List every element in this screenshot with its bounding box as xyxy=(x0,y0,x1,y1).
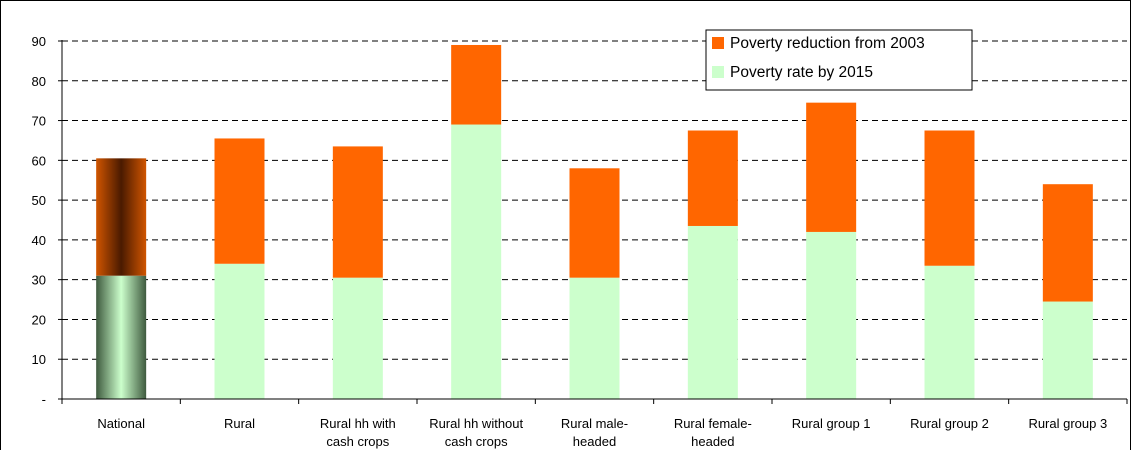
x-tick-label: National xyxy=(97,416,145,431)
x-tick-label: Rural group 3 xyxy=(1028,416,1107,431)
x-tick-label: cash crops xyxy=(326,434,389,449)
bar-poverty-reduction xyxy=(924,130,975,266)
x-tick-label: Rural group 2 xyxy=(910,416,989,431)
y-tick-label: 40 xyxy=(32,233,46,248)
x-tick-label: Rural female- xyxy=(674,416,752,431)
y-tick-label: 90 xyxy=(32,34,46,49)
x-tick-label: Rural xyxy=(224,416,255,431)
axes xyxy=(58,40,1128,404)
bars xyxy=(96,44,1093,400)
chart-border-left xyxy=(0,0,1,450)
legend-label-rate: Poverty rate by 2015 xyxy=(730,64,873,81)
y-tick-label: 50 xyxy=(32,193,46,208)
y-tick-label: 10 xyxy=(32,352,46,367)
x-tick-labels: National Rural Rural hh with cash crops Rura… xyxy=(97,416,1107,449)
bar-poverty-rate xyxy=(214,263,265,399)
y-tick-label: 70 xyxy=(32,114,46,129)
y-tick-label: 80 xyxy=(32,74,46,89)
x-tick-label: headed xyxy=(691,434,734,449)
legend-swatch-rate xyxy=(712,66,724,78)
y-tick-label: 60 xyxy=(32,153,46,168)
y-tick-label: 30 xyxy=(32,273,46,288)
x-tick-label: Rural male- xyxy=(561,416,628,431)
bar-poverty-rate xyxy=(96,275,147,399)
x-tick-label: Rural group 1 xyxy=(792,416,871,431)
bar-poverty-reduction xyxy=(1042,184,1093,302)
bar-poverty-reduction xyxy=(332,146,383,278)
y-tick-label: 20 xyxy=(32,312,46,327)
y-tick-labels: - 10 20 30 40 50 60 70 80 90 xyxy=(32,34,46,407)
legend: Poverty reduction from 2003 Poverty rate… xyxy=(705,29,973,91)
bar-poverty-rate xyxy=(687,225,738,399)
bar-poverty-reduction xyxy=(687,130,738,226)
bar-poverty-rate xyxy=(451,124,502,400)
bar-poverty-rate xyxy=(1042,301,1093,399)
bar-poverty-rate xyxy=(806,231,857,399)
bar-poverty-reduction xyxy=(451,44,502,125)
legend-swatch-reduction xyxy=(712,37,724,49)
bar-poverty-reduction xyxy=(96,158,147,276)
bar-poverty-reduction xyxy=(214,138,265,264)
bar-poverty-reduction xyxy=(806,102,857,232)
x-tick-label: Rural hh without xyxy=(429,416,523,431)
legend-box xyxy=(705,29,973,91)
bar-poverty-reduction xyxy=(569,168,620,278)
bar-poverty-rate xyxy=(569,277,620,399)
bar-poverty-rate xyxy=(332,277,383,399)
x-tick-label: cash crops xyxy=(445,434,508,449)
y-tick-label: - xyxy=(42,392,46,407)
x-tick-label: Rural hh with xyxy=(320,416,396,431)
chart-border-top xyxy=(0,0,1131,1)
legend-label-reduction: Poverty reduction from 2003 xyxy=(730,35,925,52)
bar-poverty-rate xyxy=(924,265,975,399)
x-tick-label: headed xyxy=(573,434,616,449)
